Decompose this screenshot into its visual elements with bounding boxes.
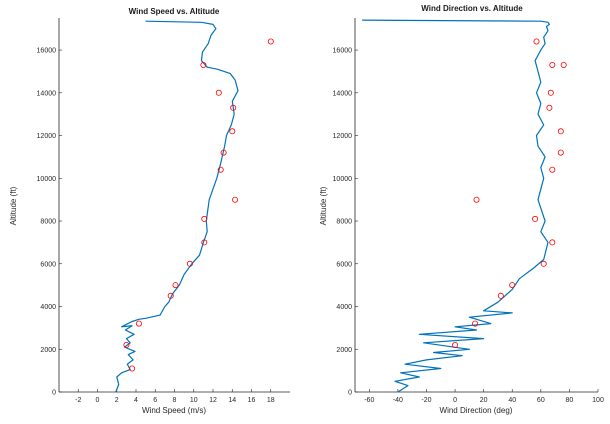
y-tick-label: 10000 xyxy=(37,176,57,183)
measurement-point xyxy=(201,239,208,246)
y-tick-label: 16000 xyxy=(333,48,353,55)
x-tick-label: 40 xyxy=(508,397,516,404)
measurement-point xyxy=(532,215,539,222)
y-tick-label: 12000 xyxy=(37,133,57,140)
x-tick-label: 8 xyxy=(173,397,177,404)
y-tick-label: 2000 xyxy=(336,347,352,354)
y-tick-label: 8000 xyxy=(40,219,56,226)
y-tick-label: 2000 xyxy=(40,347,56,354)
tick-group: -2 0 2 4 6 8 10 12 14 16 18 0 2000 4000 6000 8000 10000 1… xyxy=(37,48,275,404)
measurement-point xyxy=(557,128,564,135)
measurement-point xyxy=(509,282,516,289)
measurement-point xyxy=(220,149,227,156)
measurement-point xyxy=(186,260,193,267)
data-marks xyxy=(362,19,567,393)
measurement-point xyxy=(452,341,459,348)
measurement-point xyxy=(135,320,142,327)
x-tick-label: 12 xyxy=(209,397,217,404)
x-tick-label: 100 xyxy=(592,397,604,404)
profile-line xyxy=(115,20,239,393)
x-tick-label: 20 xyxy=(480,397,488,404)
wind-speed-chart: Wind Speed vs. Altitude Wind Speed (m/s)… xyxy=(9,7,290,415)
chart-title: Wind Direction vs. Altitude xyxy=(421,4,523,13)
x-tick-label: 18 xyxy=(267,397,275,404)
y-axis-label: Altitude (ft) xyxy=(9,186,18,225)
y-tick-label: 8000 xyxy=(336,219,352,226)
measurement-point xyxy=(201,215,208,222)
x-tick-label: 60 xyxy=(537,397,545,404)
measurement-point xyxy=(546,104,553,111)
y-tick-label: 14000 xyxy=(333,90,353,97)
measurement-point xyxy=(129,365,136,372)
y-tick-label: 0 xyxy=(348,390,352,397)
x-tick-label: 6 xyxy=(153,397,157,404)
measurement-point xyxy=(497,292,504,299)
y-tick-label: 0 xyxy=(52,390,56,397)
measurement-point xyxy=(557,149,564,156)
x-tick-label: 4 xyxy=(134,397,138,404)
measurement-point xyxy=(217,166,224,173)
x-tick-label: -60 xyxy=(364,397,374,404)
measurement-point xyxy=(549,62,556,69)
x-tick-label: 0 xyxy=(453,397,457,404)
x-axis-label: Wind Speed (m/s) xyxy=(142,406,206,415)
measurement-point xyxy=(547,89,554,96)
x-tick-label: 0 xyxy=(96,397,100,404)
x-tick-label: 80 xyxy=(566,397,574,404)
chart-title: Wind Speed vs. Altitude xyxy=(129,7,220,16)
measurement-point xyxy=(200,62,207,69)
measurement-point xyxy=(123,341,130,348)
y-tick-label: 6000 xyxy=(336,261,352,268)
measurement-point xyxy=(533,38,540,45)
y-tick-label: 14000 xyxy=(37,90,57,97)
measurement-point xyxy=(560,62,567,69)
y-tick-label: 4000 xyxy=(336,304,352,311)
measurement-point xyxy=(472,320,479,327)
tick-group: -60 -40 -20 0 20 40 60 80 100 0 2000 4000 6000 8000 10… xyxy=(333,48,604,404)
measurement-point xyxy=(215,89,222,96)
measurement-point xyxy=(267,38,274,45)
x-tick-label: -40 xyxy=(393,397,403,404)
y-tick-label: 4000 xyxy=(40,304,56,311)
wind-direction-chart: Wind Direction vs. Altitude Wind Directi… xyxy=(319,4,604,415)
measurement-point xyxy=(229,128,236,135)
data-marks xyxy=(115,20,274,393)
x-tick-label: -20 xyxy=(421,397,431,404)
x-tick-label: 16 xyxy=(248,397,256,404)
x-tick-label: 10 xyxy=(190,397,198,404)
measurement-point xyxy=(167,292,174,299)
measurement-point xyxy=(172,282,179,289)
y-tick-label: 12000 xyxy=(333,133,353,140)
measurement-point xyxy=(540,260,547,267)
x-tick-label: -2 xyxy=(75,397,81,404)
measurement-point xyxy=(232,196,239,203)
profile-line xyxy=(362,19,551,393)
measurement-point xyxy=(473,196,480,203)
x-axis-label: Wind Direction (deg) xyxy=(440,406,513,415)
measurement-point xyxy=(230,104,237,111)
x-tick-label: 14 xyxy=(228,397,236,404)
y-tick-label: 10000 xyxy=(333,176,353,183)
y-tick-label: 16000 xyxy=(37,48,57,55)
x-tick-label: 2 xyxy=(115,397,119,404)
y-axis-label: Altitude (ft) xyxy=(319,186,328,225)
y-tick-label: 6000 xyxy=(40,261,56,268)
measurement-point xyxy=(549,239,556,246)
measurement-point xyxy=(549,166,556,173)
